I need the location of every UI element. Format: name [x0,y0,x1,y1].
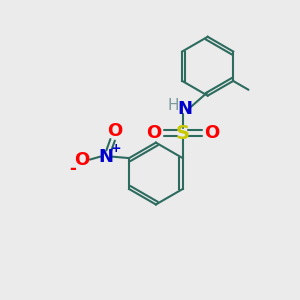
Text: S: S [176,124,190,142]
Text: O: O [146,124,161,142]
Text: N: N [178,100,193,118]
Text: O: O [107,122,123,140]
Text: -: - [69,160,76,178]
Text: O: O [74,151,89,169]
Text: O: O [204,124,219,142]
Text: +: + [111,142,121,155]
Text: N: N [99,148,114,166]
Text: H: H [167,98,179,113]
